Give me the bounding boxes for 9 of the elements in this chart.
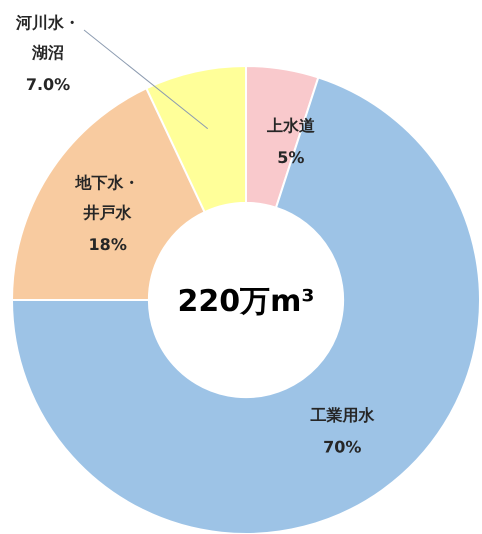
slice-label: 工業用水 <box>309 406 376 425</box>
data-label: 7.0% <box>26 75 70 94</box>
data-label: 5% <box>277 148 304 167</box>
data-label: 18% <box>88 235 127 254</box>
slice-label: 河川水・湖沼 <box>15 13 80 62</box>
text: 220万m³ <box>177 284 315 319</box>
slice-label: 上水道 <box>266 116 316 135</box>
data-label: 70% <box>323 438 362 457</box>
slice-label: 地下水・井戸水 <box>74 173 140 222</box>
